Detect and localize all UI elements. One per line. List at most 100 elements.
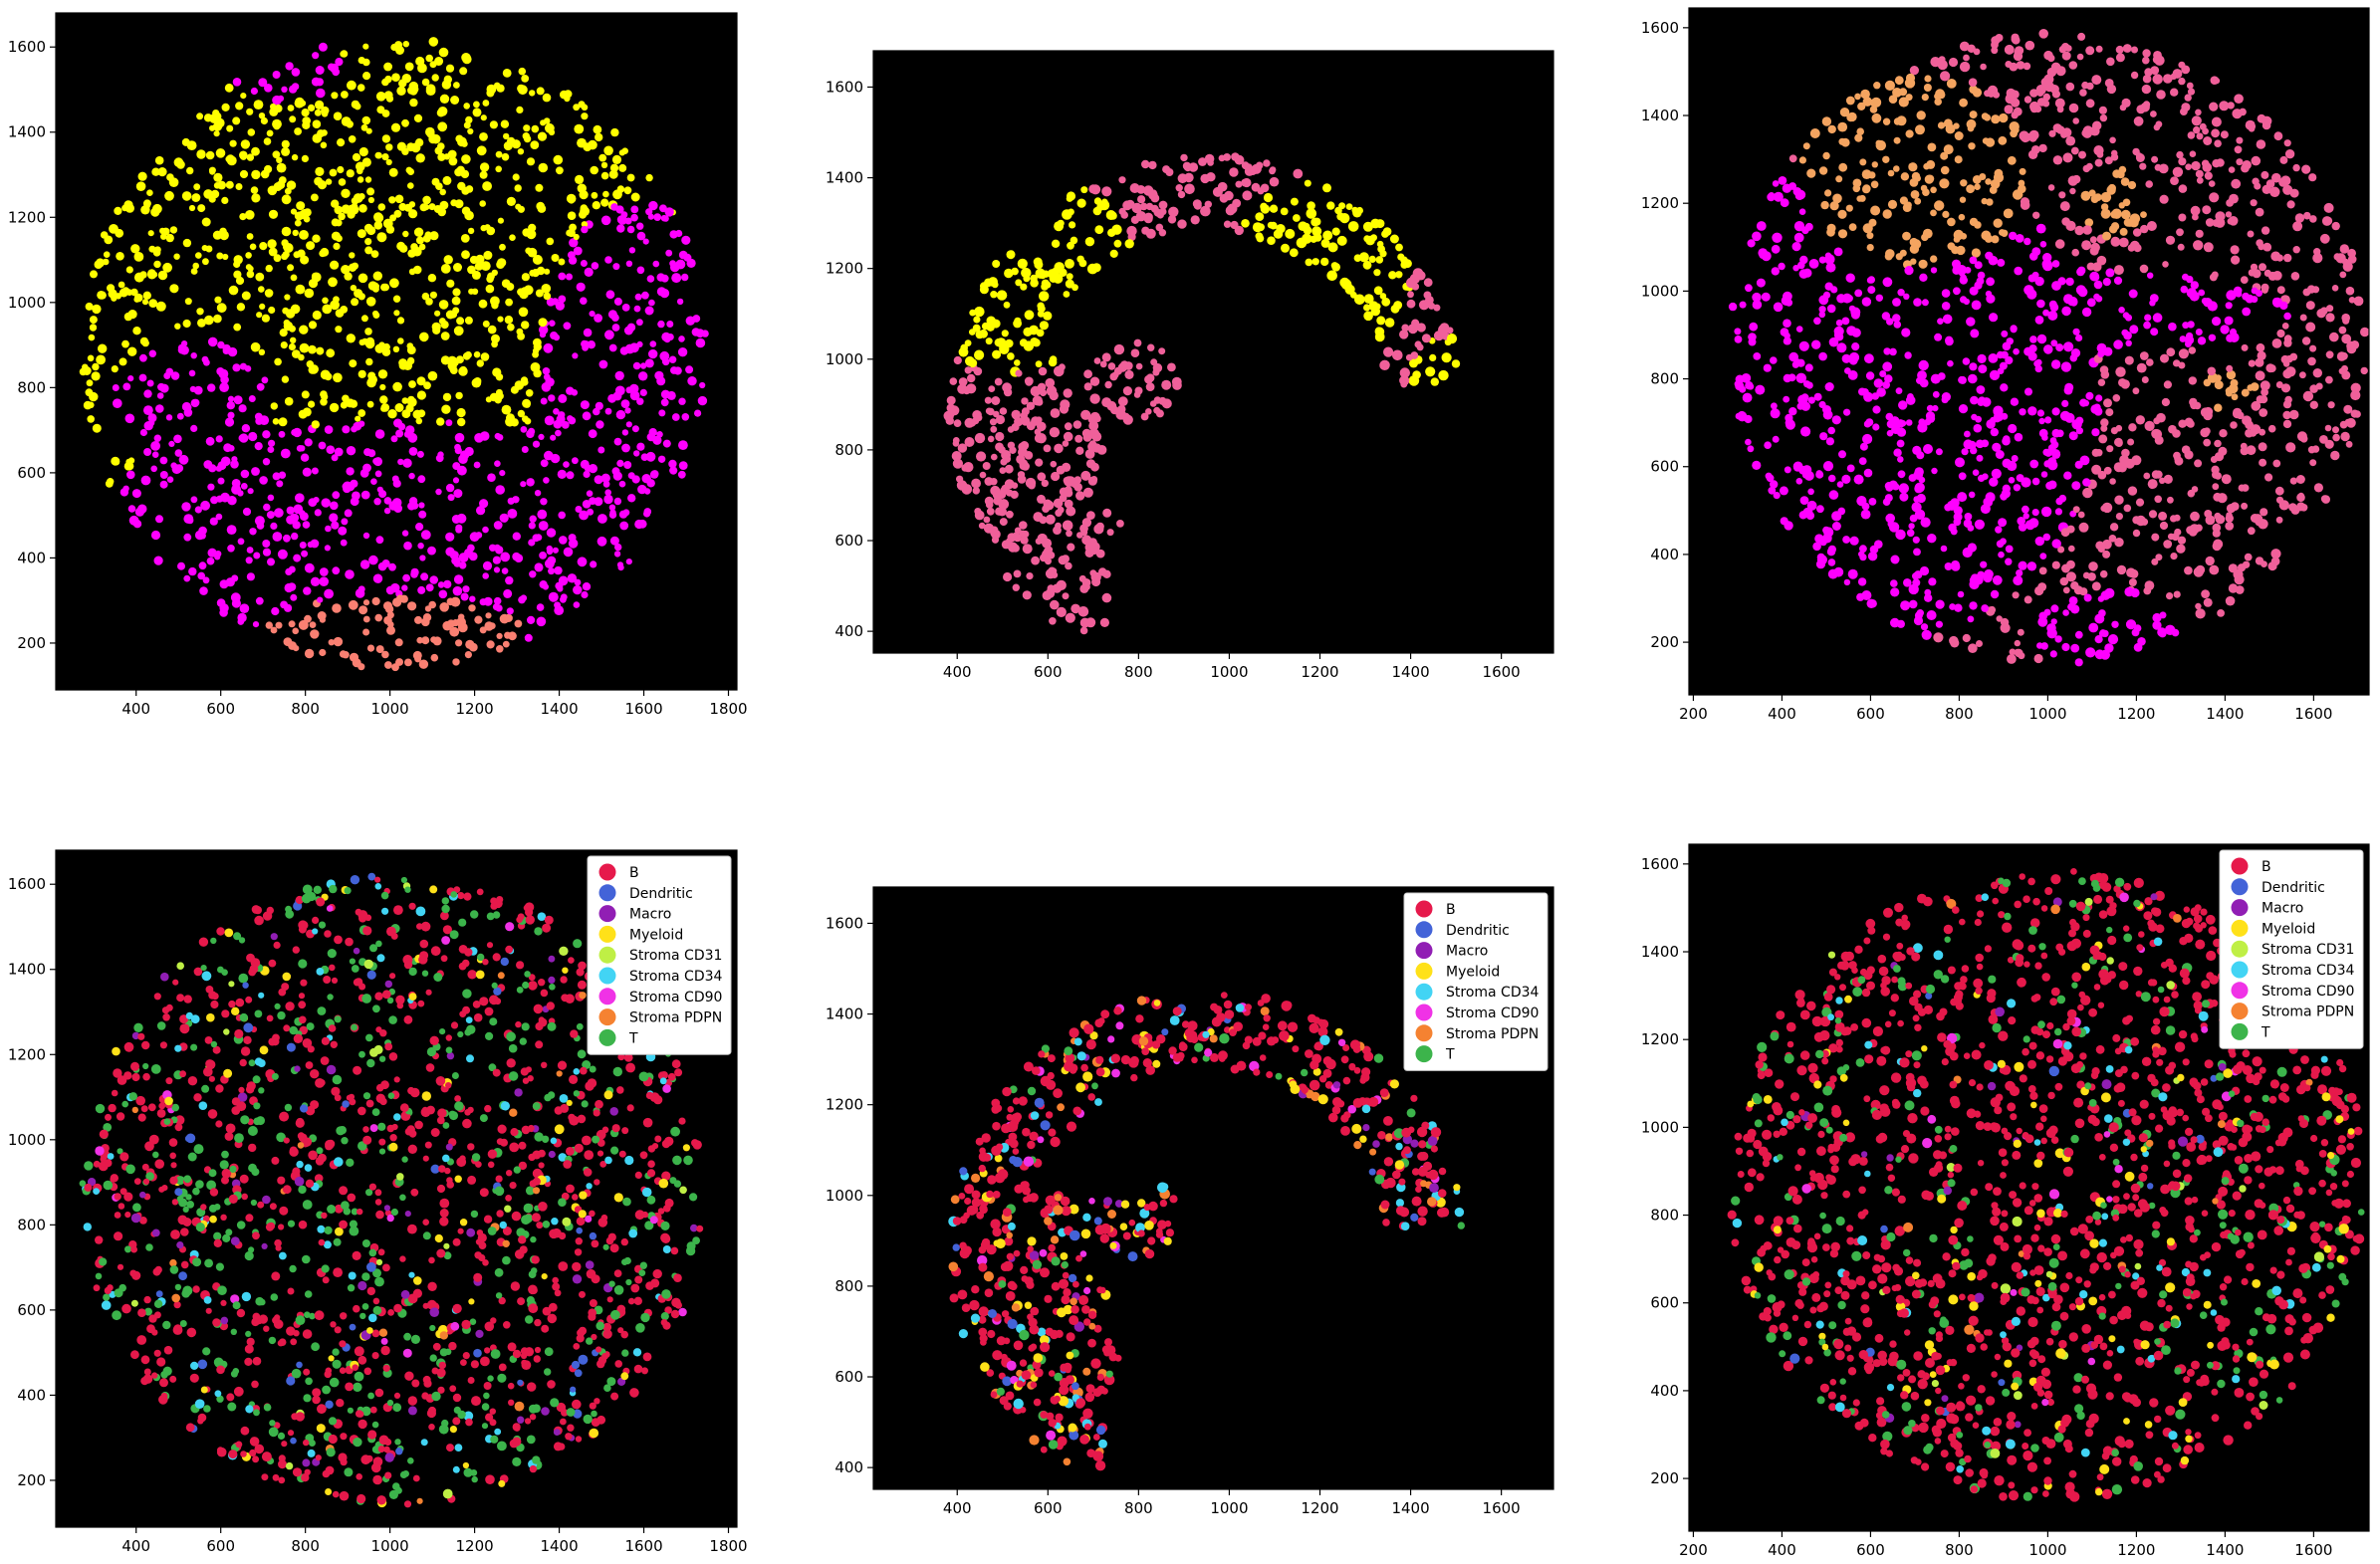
cell-point	[253, 552, 261, 559]
cell-point	[1816, 553, 1825, 561]
y-tick-label: 1000	[1641, 282, 1679, 300]
cell-point	[332, 491, 341, 500]
cell-point	[256, 522, 265, 530]
cell-point	[1924, 75, 1932, 83]
cell-point	[2065, 82, 2075, 92]
cell-point	[2313, 248, 2321, 256]
cell-point	[611, 467, 620, 476]
cell-point	[282, 251, 290, 259]
x-tick-label: 1600	[624, 700, 662, 718]
cell-point	[289, 115, 297, 123]
cell-point	[352, 152, 361, 162]
cell-point	[2121, 209, 2131, 220]
cell-point	[254, 1009, 263, 1018]
cell-point	[2255, 370, 2265, 381]
cell-point	[355, 415, 361, 422]
cell-point	[152, 1151, 159, 1159]
cell-point	[1756, 221, 1767, 231]
cell-point	[2286, 200, 2295, 209]
cell-point	[2070, 643, 2080, 653]
cell-point	[1734, 335, 1743, 343]
cell-point	[464, 350, 472, 359]
cell-point	[1349, 291, 1357, 299]
cell-point	[1095, 549, 1105, 559]
cell-point	[388, 196, 396, 204]
cell-point	[1362, 221, 1373, 232]
cell-point	[125, 462, 134, 471]
cell-point	[1862, 185, 1871, 194]
cell-point	[473, 461, 481, 469]
cell-point	[2085, 99, 2095, 109]
cell-point	[2082, 399, 2089, 407]
cell-point	[697, 395, 708, 406]
cell-point	[574, 578, 582, 586]
cell-point	[2236, 158, 2244, 166]
cell-point	[2070, 146, 2079, 155]
cell-point	[204, 315, 214, 326]
cell-point	[505, 575, 514, 585]
cell-point	[2016, 569, 2023, 577]
cell-point	[1043, 444, 1052, 453]
cell-point	[250, 341, 261, 352]
cell-point	[2097, 350, 2105, 358]
cell-point	[441, 936, 450, 945]
cell-point	[268, 209, 279, 219]
cell-point	[553, 154, 564, 165]
cell-point	[2098, 106, 2107, 114]
cell-point	[2325, 350, 2334, 359]
cell-point	[333, 296, 340, 304]
cell-point	[541, 1324, 550, 1333]
cell-point	[1289, 248, 1299, 258]
cell-point	[621, 443, 630, 453]
cell-point	[294, 127, 302, 135]
cell-point	[359, 559, 370, 569]
cell-point	[2081, 307, 2092, 318]
cell-point	[171, 1199, 179, 1206]
cell-point	[440, 332, 450, 340]
cell-point	[552, 547, 560, 554]
cell-point	[1862, 223, 1873, 234]
cell-point	[2181, 103, 2191, 112]
cell-point	[263, 503, 271, 512]
cell-point	[2106, 84, 2117, 95]
cell-point	[2203, 242, 2214, 253]
cell-point	[1904, 351, 1912, 359]
cell-point	[2112, 169, 2121, 178]
cell-point	[269, 1203, 277, 1211]
cell-point	[2131, 46, 2138, 54]
cell-point	[268, 959, 277, 968]
cell-point	[1869, 545, 1879, 555]
cell-point	[1242, 190, 1253, 201]
cell-point	[318, 42, 328, 52]
cell-point	[507, 1382, 515, 1390]
cell-point	[105, 480, 114, 488]
cell-point	[391, 73, 400, 82]
cell-point	[458, 454, 468, 465]
cell-point	[1969, 362, 1978, 371]
cell-point	[641, 474, 651, 484]
cell-point	[2241, 484, 2250, 492]
cell-point	[1148, 160, 1157, 170]
cell-point	[2234, 574, 2245, 585]
cell-point	[414, 1120, 423, 1130]
cell-point	[1050, 408, 1061, 418]
cell-point	[1970, 446, 1978, 455]
cell-point	[467, 127, 474, 135]
cell-point	[1926, 174, 1935, 183]
cell-point	[2050, 339, 2058, 347]
cell-point	[1778, 262, 1785, 271]
cell-point	[1977, 271, 1986, 280]
cell-point	[330, 501, 339, 511]
cell-point	[619, 346, 629, 355]
cell-point	[1898, 97, 1909, 108]
cell-point	[1926, 610, 1937, 620]
cell-point	[330, 1321, 337, 1328]
cell-point	[331, 1086, 341, 1096]
cell-point	[2311, 286, 2320, 294]
cell-point	[499, 513, 509, 523]
cell-point	[414, 655, 422, 663]
cell-point	[324, 1226, 333, 1234]
cell-point	[2228, 166, 2236, 173]
cell-point	[350, 479, 358, 488]
cell-point	[1885, 482, 1894, 490]
